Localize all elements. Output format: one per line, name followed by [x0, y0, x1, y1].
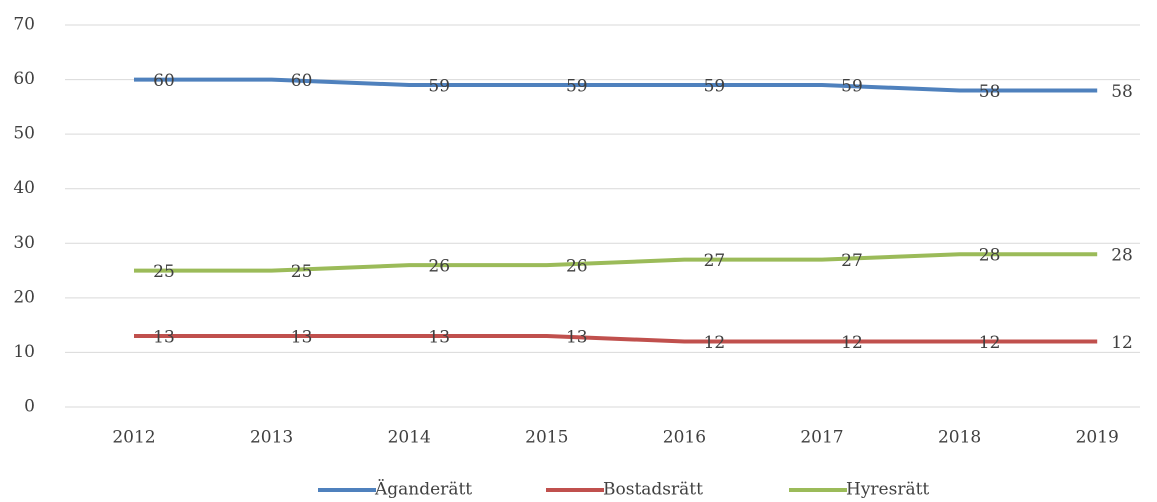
x-tick-label: 2015 [525, 428, 568, 448]
y-tick-label: 60 [13, 69, 35, 89]
y-tick-label: 10 [13, 342, 35, 362]
y-tick-label: 20 [13, 287, 35, 307]
data-label: 26 [566, 257, 588, 277]
data-label: 59 [704, 77, 726, 97]
legend-label: Äganderätt [374, 479, 472, 500]
data-label: 58 [1111, 82, 1133, 102]
series-line [134, 334, 1098, 344]
data-label: 12 [1111, 333, 1133, 353]
legend-label: Bostadsrätt [603, 480, 703, 500]
data-label: 13 [566, 328, 588, 348]
y-tick-label: 40 [13, 178, 35, 198]
data-label: 12 [979, 333, 1001, 353]
y-tick-label: 70 [13, 15, 35, 35]
x-tick-label: 2012 [112, 428, 155, 448]
y-tick-label: 30 [13, 233, 35, 253]
data-label: 28 [979, 246, 1001, 266]
data-label: 28 [1111, 246, 1133, 266]
data-label: 12 [841, 333, 863, 353]
data-label: 59 [566, 77, 588, 97]
data-label: 13 [153, 328, 175, 348]
series-line [134, 252, 1098, 273]
x-tick-label: 2019 [1076, 428, 1119, 448]
y-tick-label: 0 [24, 397, 35, 417]
series-line [134, 77, 1098, 93]
data-label: 60 [153, 71, 175, 91]
data-label: 27 [704, 251, 726, 271]
x-tick-label: 2016 [663, 428, 706, 448]
x-tick-label: 2017 [800, 428, 843, 448]
x-tick-label: 2013 [250, 428, 293, 448]
data-label: 59 [841, 77, 863, 97]
data-label: 13 [291, 328, 313, 348]
data-label: 58 [979, 82, 1001, 102]
data-label: 26 [428, 257, 450, 277]
data-label: 12 [704, 333, 726, 353]
legend-label: Hyresrätt [846, 480, 929, 500]
x-tick-label: 2014 [388, 428, 431, 448]
data-label: 13 [428, 328, 450, 348]
x-tick-label: 2018 [938, 428, 981, 448]
data-label: 27 [841, 251, 863, 271]
y-tick-label: 50 [13, 124, 35, 144]
data-label: 25 [153, 262, 175, 282]
data-label: 60 [291, 71, 313, 91]
data-label: 25 [291, 262, 313, 282]
data-label: 59 [428, 77, 450, 97]
